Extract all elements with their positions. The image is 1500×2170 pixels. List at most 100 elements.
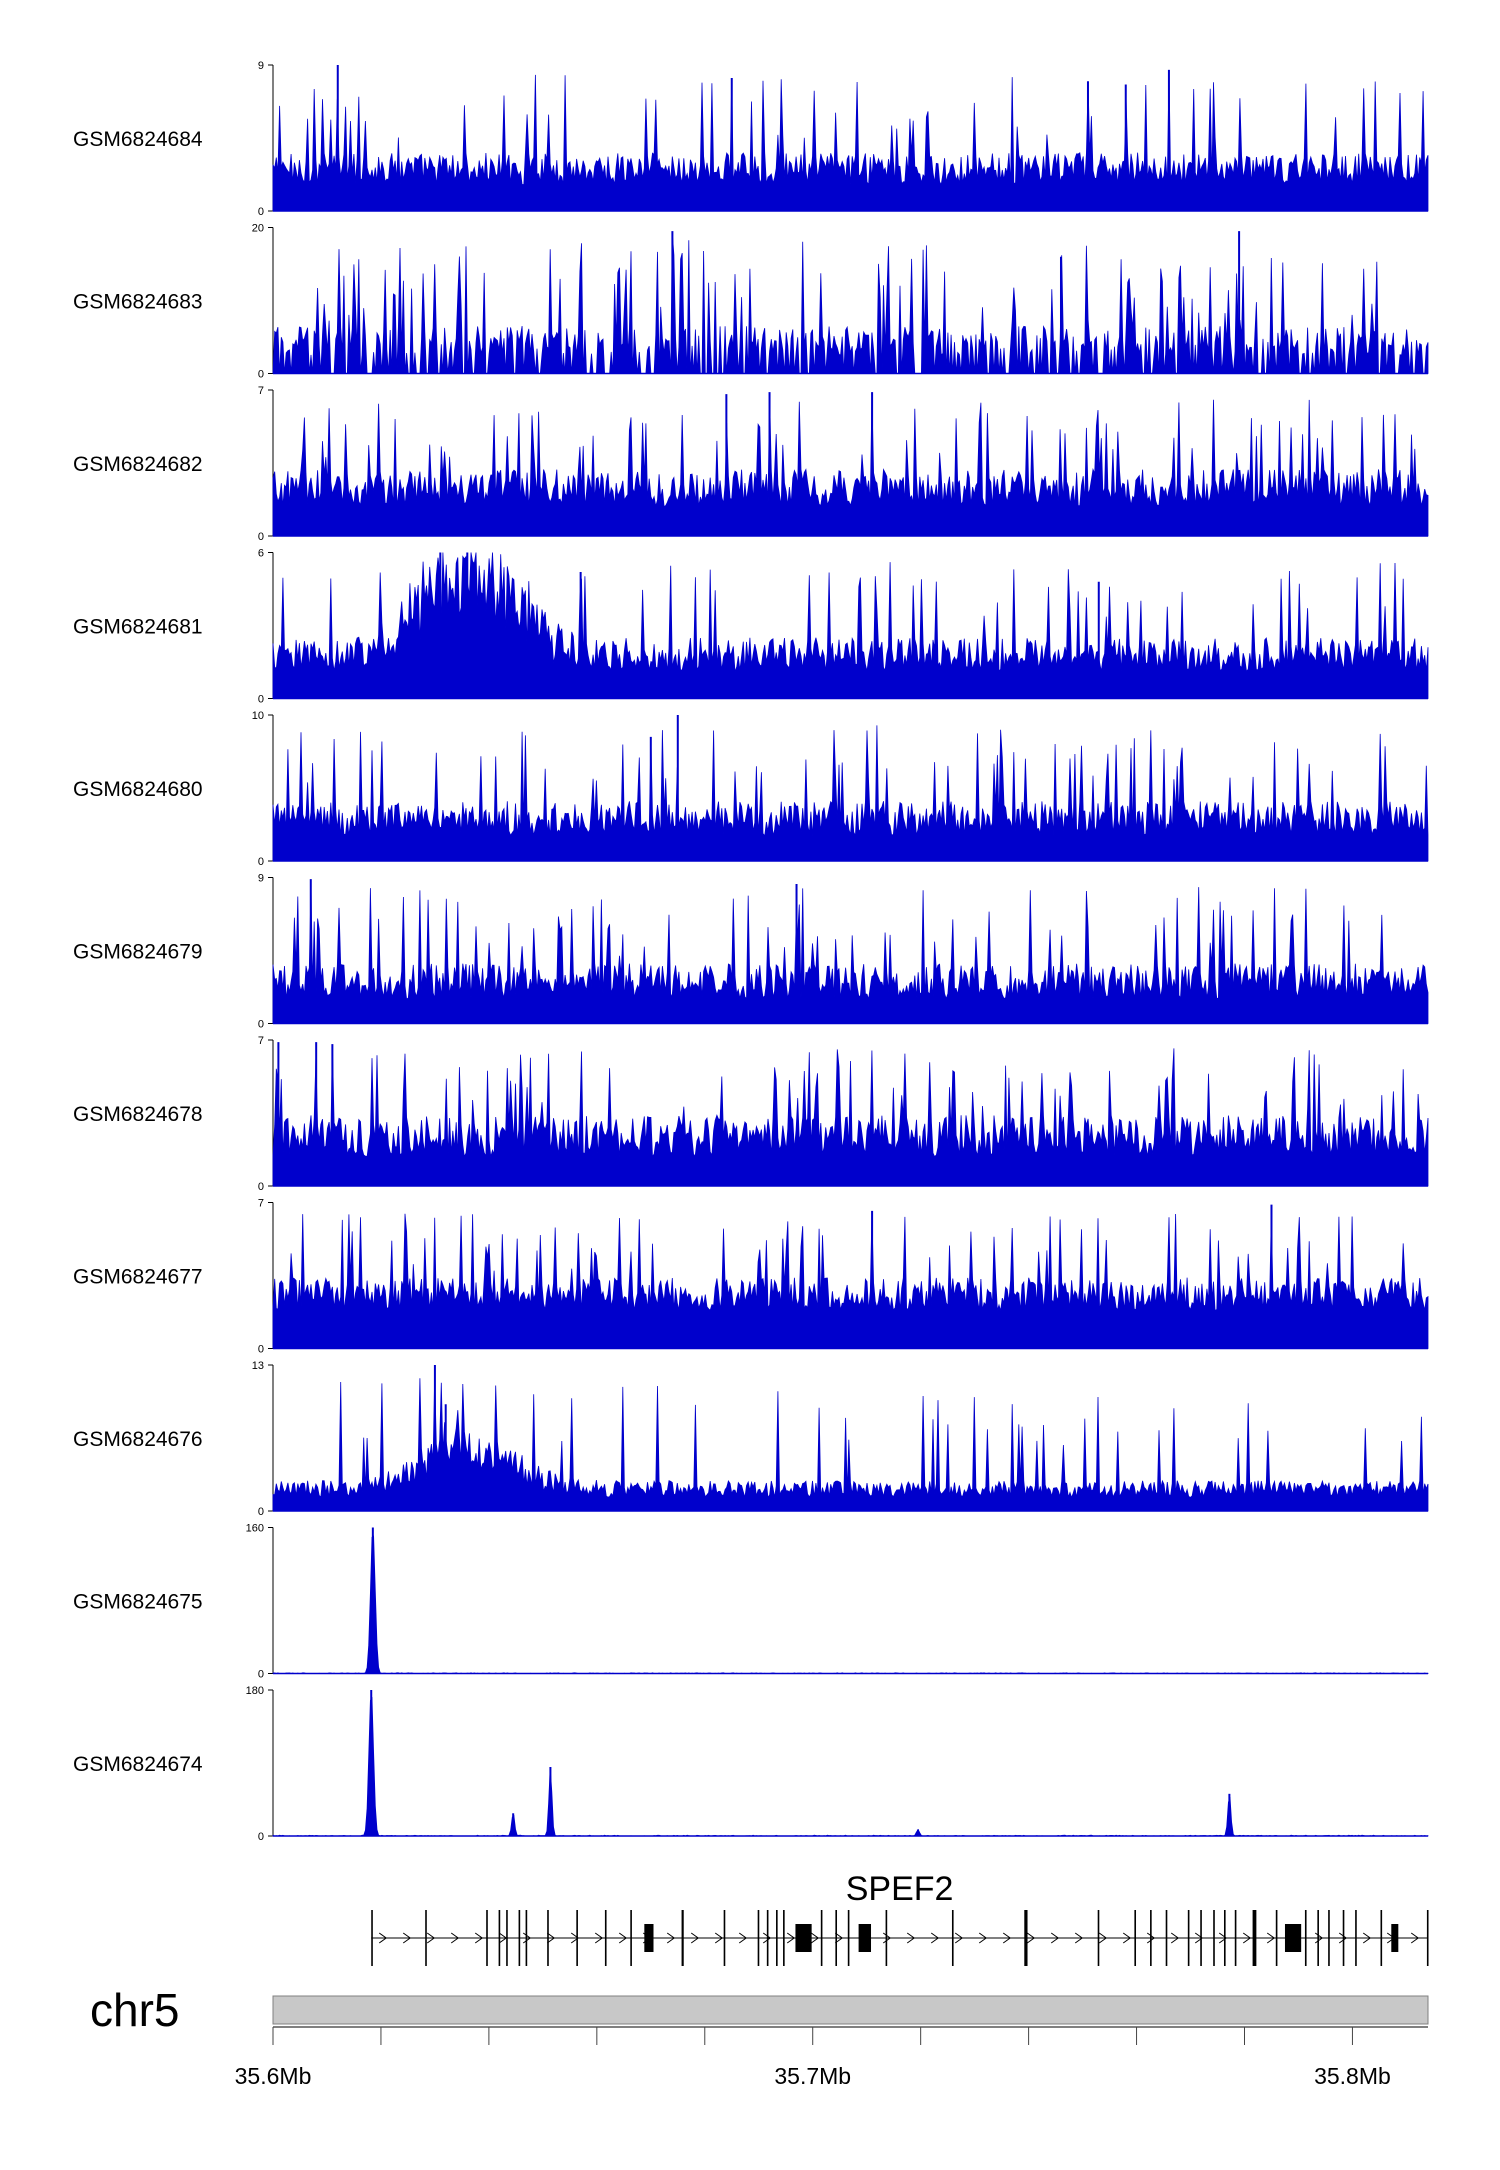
exon-27 bbox=[1134, 1910, 1137, 1966]
y-tick-label-max: 10 bbox=[252, 710, 264, 722]
strand-chevron bbox=[1242, 1932, 1252, 1944]
coverage-area bbox=[272, 1044, 1429, 1187]
track-GSM6824683: GSM6824683 20 0 bbox=[73, 223, 1429, 381]
y-tick-label-max: 7 bbox=[258, 1198, 264, 1210]
track-GSM6824681: GSM6824681 6 0 bbox=[73, 548, 1429, 706]
coverage-area bbox=[272, 232, 1429, 374]
strand-chevron bbox=[1098, 1932, 1108, 1944]
exon-10 bbox=[630, 1910, 632, 1966]
exon-35 bbox=[1252, 1910, 1257, 1966]
strand-chevron bbox=[762, 1932, 772, 1944]
strand-chevron bbox=[786, 1932, 796, 1944]
strand-chevron bbox=[1146, 1932, 1156, 1944]
y-tick-label-zero: 0 bbox=[258, 1019, 264, 1031]
track-GSM6824676: GSM6824676 13 0 bbox=[73, 1360, 1429, 1518]
y-tick-label-zero: 0 bbox=[258, 1506, 264, 1518]
strand-chevron bbox=[1170, 1932, 1180, 1944]
y-tick-label-zero: 0 bbox=[258, 1669, 264, 1681]
coverage-area bbox=[272, 1374, 1429, 1512]
strand-chevron bbox=[426, 1932, 436, 1944]
chromosome-label: chr5 bbox=[90, 1984, 179, 2036]
exon-30 bbox=[1187, 1910, 1190, 1966]
y-tick-label-zero: 0 bbox=[258, 1181, 264, 1193]
exon-25 bbox=[1024, 1910, 1028, 1966]
strand-chevron bbox=[1122, 1932, 1132, 1944]
strand-chevron bbox=[954, 1932, 964, 1944]
y-tick-label-max: 7 bbox=[258, 1035, 264, 1047]
strand-chevron bbox=[738, 1932, 748, 1944]
track-GSM6824680: GSM6824680 10 0 bbox=[73, 710, 1429, 868]
genome-axis: 35.6Mb 35.7Mb 35.8Mb bbox=[235, 2026, 1428, 2089]
y-tick-label-max: 7 bbox=[258, 385, 264, 397]
exon-24 bbox=[951, 1910, 954, 1966]
exon-21 bbox=[847, 1910, 850, 1966]
exon-17 bbox=[783, 1910, 785, 1966]
exon-44 bbox=[1391, 1924, 1399, 1952]
track-label: GSM6824680 bbox=[73, 778, 203, 801]
chromosome-band bbox=[272, 1995, 1429, 2025]
strand-chevron bbox=[1074, 1932, 1084, 1944]
exon-29 bbox=[1165, 1910, 1168, 1966]
strand-chevron bbox=[1050, 1932, 1060, 1944]
exon-6 bbox=[525, 1910, 528, 1966]
track-label: GSM6824678 bbox=[73, 1103, 203, 1126]
exon-4 bbox=[506, 1910, 508, 1966]
y-tick-label-zero: 0 bbox=[258, 694, 264, 706]
exon-5 bbox=[518, 1910, 521, 1966]
y-tick-label-max: 160 bbox=[246, 1523, 264, 1535]
coverage-area bbox=[272, 552, 1429, 699]
y-tick-label-max: 9 bbox=[258, 873, 264, 885]
strand-chevron bbox=[1266, 1932, 1276, 1944]
strand-chevron bbox=[378, 1932, 388, 1944]
exon-18 bbox=[795, 1924, 812, 1952]
strand-chevron bbox=[1194, 1932, 1204, 1944]
gene-name-label: SPEF2 bbox=[846, 1870, 954, 1908]
strand-chevron bbox=[1218, 1932, 1228, 1944]
y-tick-label-zero: 0 bbox=[258, 1344, 264, 1356]
coverage-area bbox=[272, 1696, 1429, 1837]
track-label: GSM6824681 bbox=[73, 616, 203, 639]
y-tick-label-zero: 0 bbox=[258, 369, 264, 381]
coverage-area bbox=[272, 69, 1429, 212]
exon-2 bbox=[486, 1910, 488, 1966]
track-label: GSM6824675 bbox=[73, 1591, 203, 1614]
axis-tick-label-10: 35.8Mb bbox=[1314, 2063, 1391, 2089]
exon-28 bbox=[1150, 1910, 1152, 1966]
track-label: GSM6824682 bbox=[73, 453, 203, 476]
track-label: GSM6824684 bbox=[73, 128, 203, 151]
exon-8 bbox=[576, 1910, 578, 1966]
y-tick-label-max: 6 bbox=[258, 548, 264, 560]
exon-9 bbox=[604, 1910, 607, 1966]
strand-chevron bbox=[810, 1932, 820, 1944]
strand-chevron bbox=[906, 1932, 916, 1944]
track-GSM6824674: GSM6824674 180 0 bbox=[73, 1685, 1429, 1843]
exon-15 bbox=[766, 1910, 769, 1966]
chromosome-ideogram: chr5 bbox=[90, 1984, 1429, 2036]
track-label: GSM6824683 bbox=[73, 291, 203, 314]
track-GSM6824684: GSM6824684 9 0 bbox=[73, 60, 1429, 218]
exon-14 bbox=[757, 1910, 760, 1966]
exon-19 bbox=[820, 1910, 823, 1966]
exon-43 bbox=[1380, 1910, 1383, 1966]
strand-chevron bbox=[546, 1932, 556, 1944]
exon-39 bbox=[1317, 1910, 1319, 1966]
exon-37 bbox=[1284, 1924, 1302, 1952]
y-tick-label-zero: 0 bbox=[258, 206, 264, 218]
y-tick-label-max: 180 bbox=[246, 1685, 264, 1697]
strand-chevron bbox=[1410, 1932, 1420, 1944]
strand-chevron bbox=[1362, 1932, 1372, 1944]
exon-31 bbox=[1200, 1910, 1202, 1966]
coverage-area bbox=[272, 1213, 1429, 1349]
y-tick-label-max: 13 bbox=[252, 1360, 264, 1372]
track-label: GSM6824676 bbox=[73, 1428, 203, 1451]
strand-chevron bbox=[834, 1932, 844, 1944]
coverage-area bbox=[272, 1535, 1429, 1674]
strand-chevron bbox=[522, 1932, 532, 1944]
exon-11 bbox=[644, 1924, 654, 1952]
strand-chevron bbox=[402, 1932, 412, 1944]
strand-chevron bbox=[882, 1932, 892, 1944]
exon-20 bbox=[835, 1910, 838, 1966]
y-tick-label-zero: 0 bbox=[258, 1831, 264, 1843]
track-label: GSM6824674 bbox=[73, 1753, 203, 1776]
gene-track: SPEF2 bbox=[371, 1870, 1429, 1966]
